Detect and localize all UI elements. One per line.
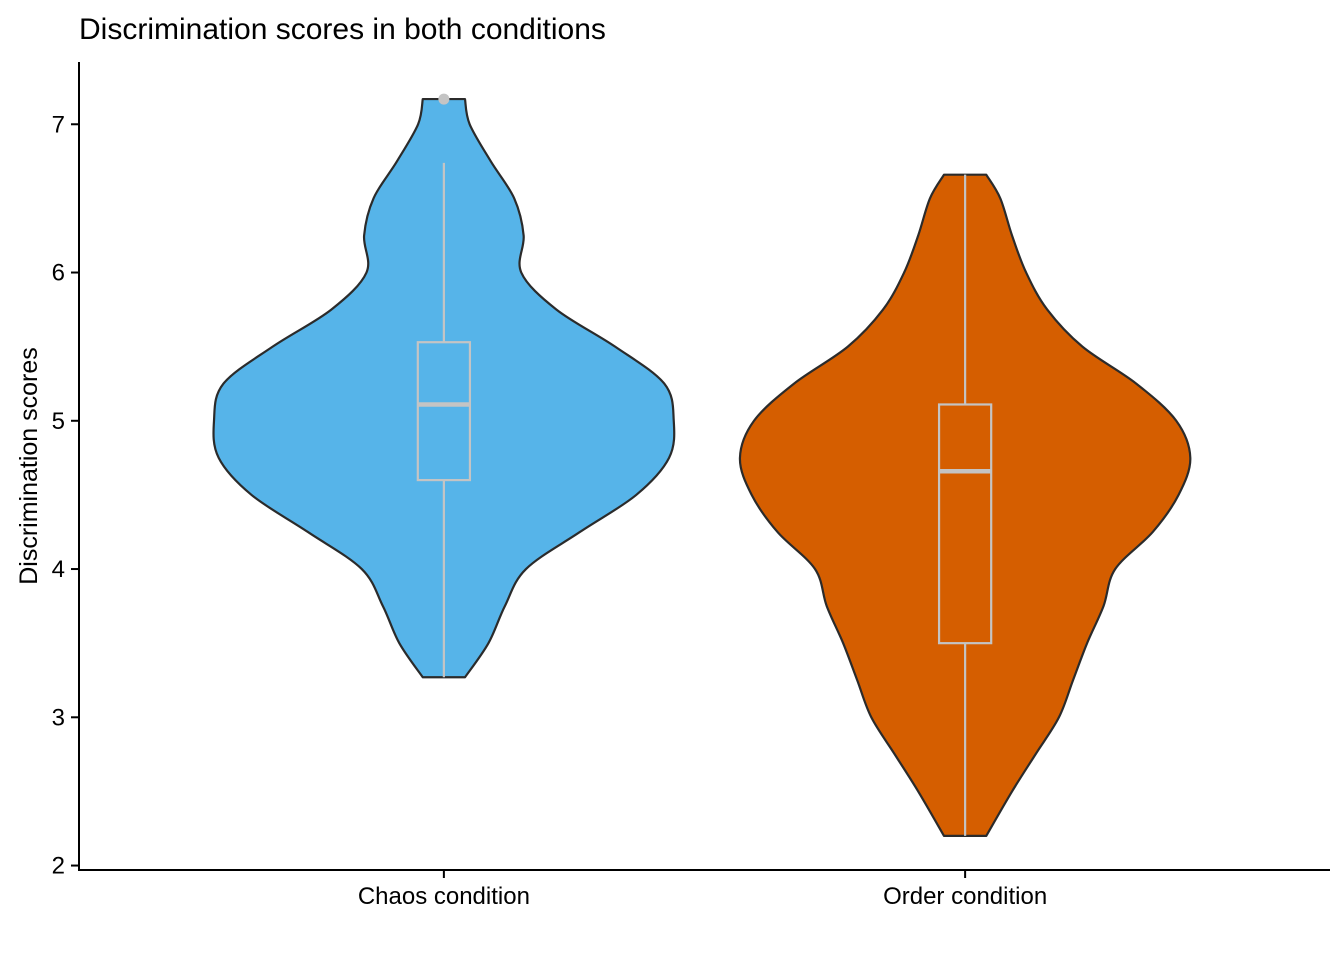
y-tick-label-3: 3 [52,704,65,731]
x-tick-label-2: Order condition [883,883,1047,910]
y-tick-label-6: 6 [52,260,65,287]
plot-area [212,93,1192,837]
x-tick-label-1: Chaos condition [358,883,530,910]
y-tick-label-4: 4 [52,556,65,583]
y-tick-label-7: 7 [52,111,65,138]
y-tick-label-2: 2 [52,853,65,880]
x-axis-ticks: Chaos condition Order condition [358,870,1047,910]
y-axis-ticks: 2 3 4 5 6 7 [52,111,79,880]
chart-title: Discrimination scores in both conditions [79,13,606,46]
violin-group-1 [212,93,676,679]
violin-body-1 [212,97,676,679]
y-tick-label-5: 5 [52,408,65,435]
box-2 [937,403,993,645]
box-1 [416,341,472,482]
outlier-point-1-1 [438,93,450,105]
violin-group-2 [738,173,1192,837]
violin-body-2 [738,173,1192,837]
y-axis-label: Discrimination scores [15,347,43,585]
